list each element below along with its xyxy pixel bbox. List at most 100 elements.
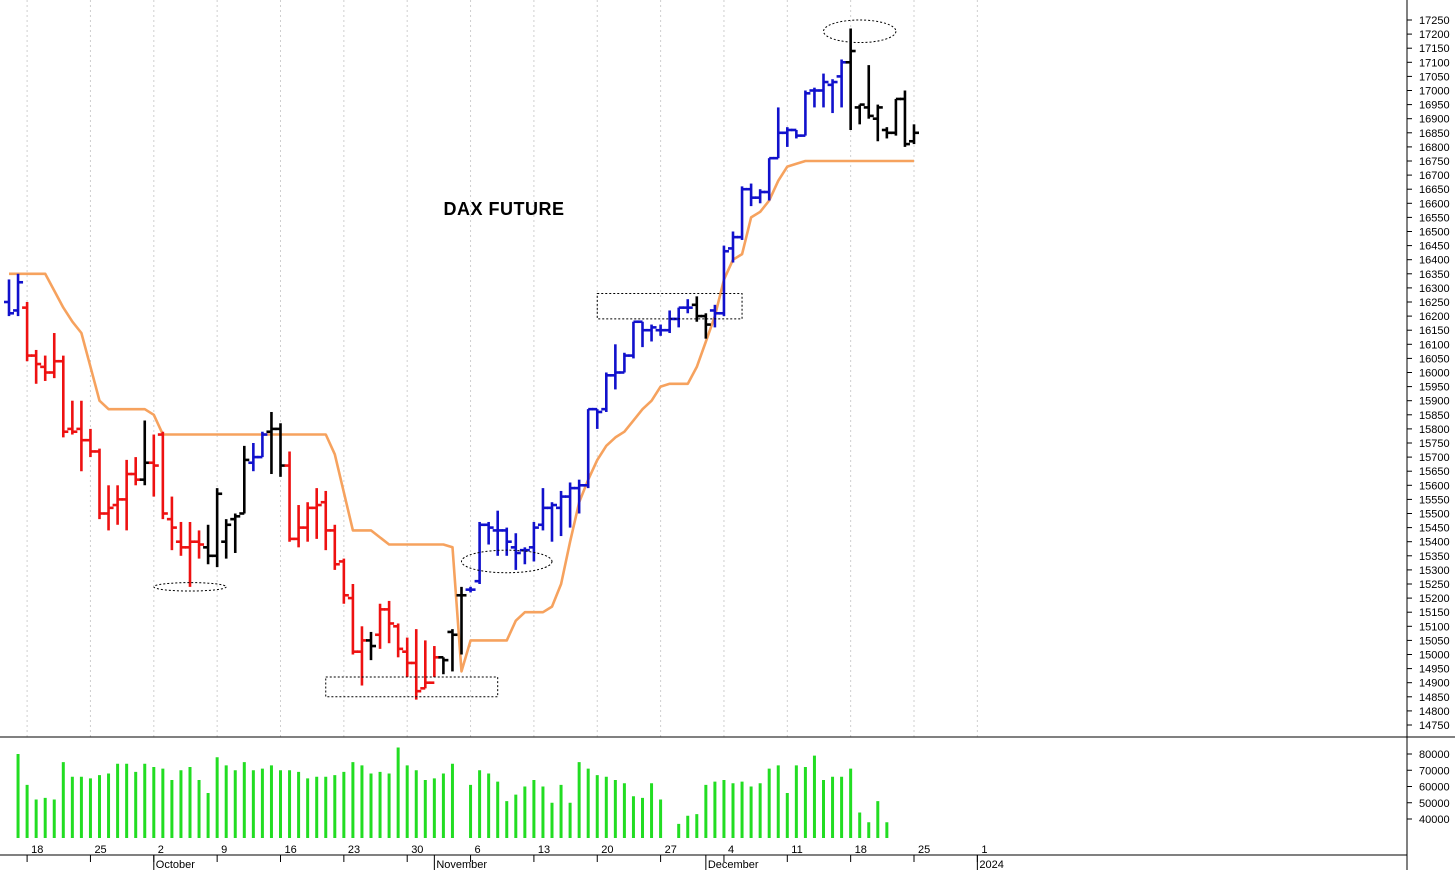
price-bar [746,183,757,207]
date-tick-label: 6 [475,844,481,856]
price-bar [664,310,675,334]
price-tick-label: 15950 [1419,382,1450,394]
price-bar [909,124,919,145]
price-bar [890,97,901,136]
price-bar [347,584,358,655]
price-bar [275,423,286,477]
price-bar [773,107,784,160]
date-tick-label: 25 [918,844,930,856]
price-bar [4,279,14,317]
price-bar [40,355,51,381]
price-bar [592,407,603,429]
date-tick-label: 13 [538,844,550,856]
price-bar [483,521,494,545]
price-tick-label: 15900 [1419,396,1450,408]
price-tick-label: 16600 [1419,198,1450,210]
price-tick-label: 15700 [1419,452,1450,464]
price-tick-label: 15150 [1419,607,1450,619]
price-tick-label: 15450 [1419,523,1450,535]
price-bars [4,28,919,700]
price-tick-label: 16850 [1419,128,1450,140]
price-tick-label: 14900 [1419,678,1450,690]
price-bar [139,420,150,486]
price-bar [130,457,141,486]
price-bar [782,127,793,147]
price-bar [402,637,413,678]
price-bar [384,600,395,644]
price-bar [311,488,322,539]
price-tick-label: 15850 [1419,410,1450,422]
price-bar [257,431,268,459]
price-bar [76,400,87,472]
price-tick-label: 16150 [1419,325,1450,337]
price-tick-label: 15400 [1419,537,1450,549]
price-tick-label: 15800 [1419,424,1450,436]
price-tick-label: 15300 [1419,565,1450,577]
date-tick-label: 23 [348,844,360,856]
price-tick-label: 14800 [1419,706,1450,718]
month-label: October [156,859,195,870]
price-bar [366,631,376,661]
price-tick-label: 15500 [1419,509,1450,521]
price-bar [528,521,539,562]
volume-tick-label: 50000 [1419,798,1450,810]
price-bar [121,459,132,531]
price-bar [393,623,404,658]
price-bar [547,502,557,542]
volume-tick-label: 80000 [1419,749,1450,761]
price-bar [800,90,811,137]
price-bar [320,490,331,551]
price-tick-label: 17250 [1419,15,1450,27]
volume-tick-label: 40000 [1419,814,1450,826]
price-bar [103,485,114,531]
price-tick-label: 15050 [1419,635,1450,647]
price-bar [510,533,521,570]
price-tick-label: 16450 [1419,241,1450,253]
annotation-ellipse [153,582,227,592]
price-bar [194,530,205,559]
date-tick-label: 25 [94,844,106,856]
price-bar [447,629,458,672]
price-tick-label: 16700 [1419,170,1450,182]
price-bar [899,90,910,147]
price-bar [49,333,60,379]
price-tick-label: 14850 [1419,692,1450,704]
price-bar [619,352,630,374]
price-bar [13,273,24,317]
price-bar [302,502,313,542]
annotation-ellipse [823,19,897,44]
price-bar [230,513,241,553]
price-bar [474,521,485,584]
month-label: 2024 [979,859,1003,870]
date-tick-label: 16 [285,844,297,856]
month-label: December [708,859,759,870]
price-bar [22,302,33,362]
date-tick-label: 4 [728,844,734,856]
date-tick-label: 30 [411,844,423,856]
price-bar [682,299,693,314]
price-bar [112,485,123,525]
chart-annotations [153,19,897,698]
price-tick-label: 16800 [1419,142,1450,154]
price-tick-label: 16500 [1419,227,1450,239]
price-bar [755,189,766,204]
price-tick-label: 17100 [1419,57,1450,69]
price-tick-label: 16000 [1419,368,1450,380]
price-bar [203,524,214,565]
price-bar [58,355,69,438]
price-tick-label: 15750 [1419,438,1450,450]
price-bar [718,245,729,317]
price-bar [212,488,223,568]
price-tick-label: 17150 [1419,43,1450,55]
price-bar [791,128,802,139]
price-tick-label: 15000 [1419,650,1450,662]
date-tick-label: 11 [791,844,802,856]
price-tick-label: 16350 [1419,269,1450,281]
price-axis-ticks: 14750 14800 14850 14900 14950 15000 15050 15100… [1407,15,1450,732]
price-tick-label: 16650 [1419,184,1450,196]
price-tick-label: 17200 [1419,29,1450,41]
price-bar [854,103,865,125]
price-tick-label: 16750 [1419,156,1450,168]
price-tick-label: 16200 [1419,311,1450,323]
